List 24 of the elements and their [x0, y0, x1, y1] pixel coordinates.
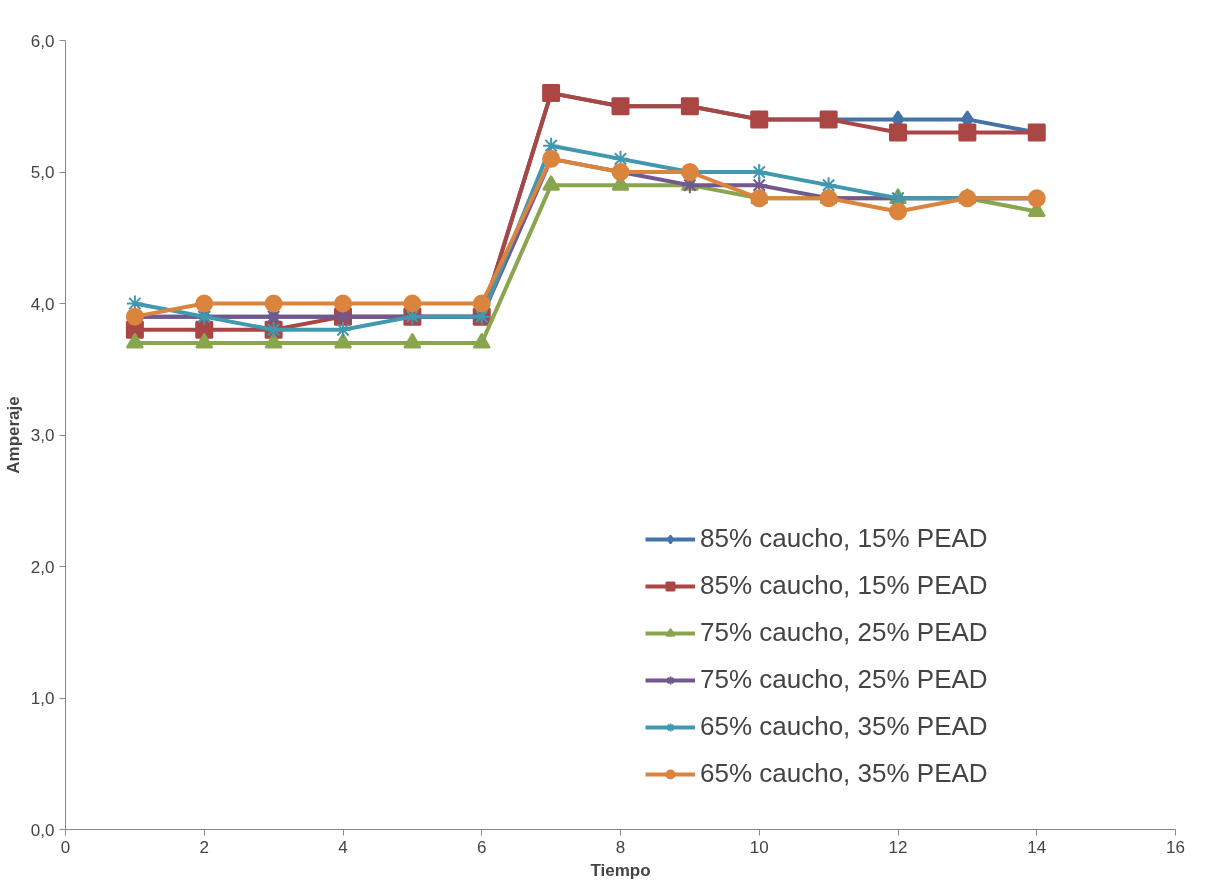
y-tick-label: 3,0	[30, 426, 55, 445]
legend-label: 75% caucho, 25% PEAD	[700, 664, 988, 695]
y-tick-label: 1,0	[30, 689, 55, 708]
x-tick-label: 2	[199, 837, 209, 857]
legend-label: 85% caucho, 15% PEAD	[700, 523, 988, 554]
x-tick-label: 14	[1027, 837, 1047, 857]
x-tick-label: 16	[1166, 837, 1185, 857]
x-axis-title: Tiempo	[590, 860, 651, 880]
legend-label: 65% caucho, 35% PEAD	[700, 758, 988, 789]
legend-label: 85% caucho, 15% PEAD	[700, 570, 988, 601]
x-tick-label: 6	[477, 837, 487, 857]
y-tick-label: 0,0	[30, 820, 55, 840]
x-tick-label: 8	[615, 837, 626, 857]
x-tick-label: 10	[749, 837, 769, 857]
x-tick-label: 12	[888, 837, 908, 857]
legend-label: 65% caucho, 35% PEAD	[700, 711, 988, 742]
y-axis-title: Amperaje	[3, 396, 23, 474]
y-tick-label: 2,0	[30, 557, 55, 577]
y-tick-label: 4,0	[30, 294, 55, 314]
y-tick-label: 6,0	[30, 31, 55, 51]
legend-label: 75% caucho, 25% PEAD	[700, 617, 988, 648]
y-tick-label: 5,0	[30, 163, 55, 182]
x-tick-label: 4	[338, 837, 348, 857]
x-tick-label: 0	[60, 837, 71, 857]
